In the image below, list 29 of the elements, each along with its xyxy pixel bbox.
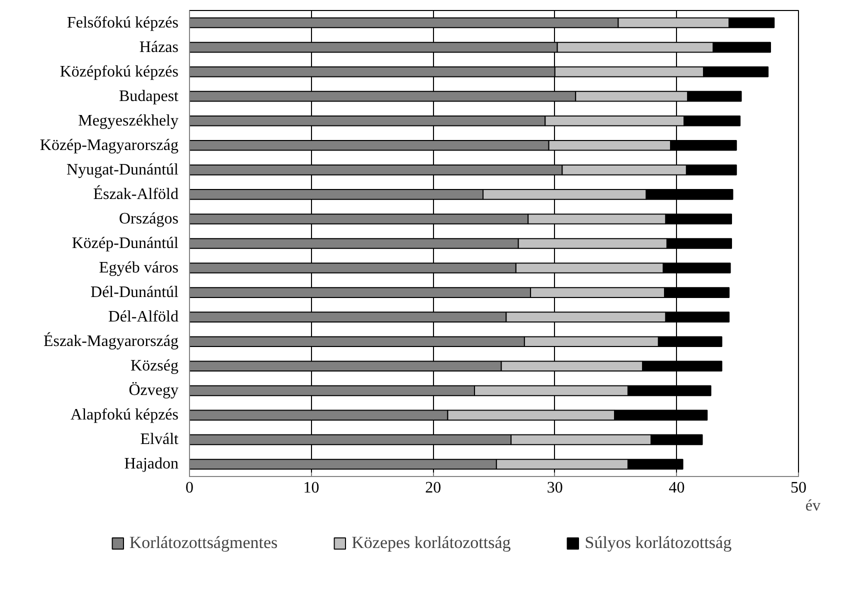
x-tick-label: 0: [186, 480, 194, 496]
legend-label: Korlátozottságmentes: [129, 533, 278, 553]
x-tick-label: 10: [303, 480, 320, 496]
x-tick-label: 20: [425, 480, 442, 496]
y-tick-label: Dél-Alföld: [108, 308, 178, 326]
y-tick-label: Budapest: [118, 88, 180, 105]
y-tick-label: Felsőfokú képzés: [66, 14, 178, 32]
x-tick-label: 50: [790, 480, 806, 496]
y-tick-label: Alapfokú képzés: [70, 406, 179, 424]
y-tick-label: Közép-Magyarország: [40, 136, 179, 154]
y-tick-label: Megyeszékhely: [78, 112, 178, 130]
y-tick-label: Özvegy: [128, 382, 179, 400]
legend-label: Súlyos korlátozottság: [584, 533, 732, 553]
x-axis-title: év: [805, 498, 821, 514]
y-tick-label: Egyéb város: [98, 260, 178, 277]
legend-label: Közepes korlátozottság: [352, 533, 511, 553]
y-tick-label: Országos: [118, 210, 179, 228]
y-tick-label: Közép-Dunántúl: [72, 235, 180, 252]
x-tick-label: 30: [546, 480, 563, 496]
y-tick-label: Község: [130, 358, 178, 375]
y-tick-label: Hajadon: [124, 456, 178, 473]
y-tick-label: Elvált: [140, 431, 180, 448]
y-tick-label: Házas: [139, 38, 179, 56]
y-tick-label: Nyugat-Dunántúl: [66, 161, 180, 178]
y-tick-label: Dél-Dunántúl: [90, 284, 180, 302]
x-tick-label: 40: [668, 480, 685, 496]
y-tick-label: Észak-Magyarország: [43, 332, 178, 350]
y-tick-label: Észak-Alföld: [93, 184, 179, 203]
y-tick-label: Középfokú képzés: [60, 63, 179, 80]
